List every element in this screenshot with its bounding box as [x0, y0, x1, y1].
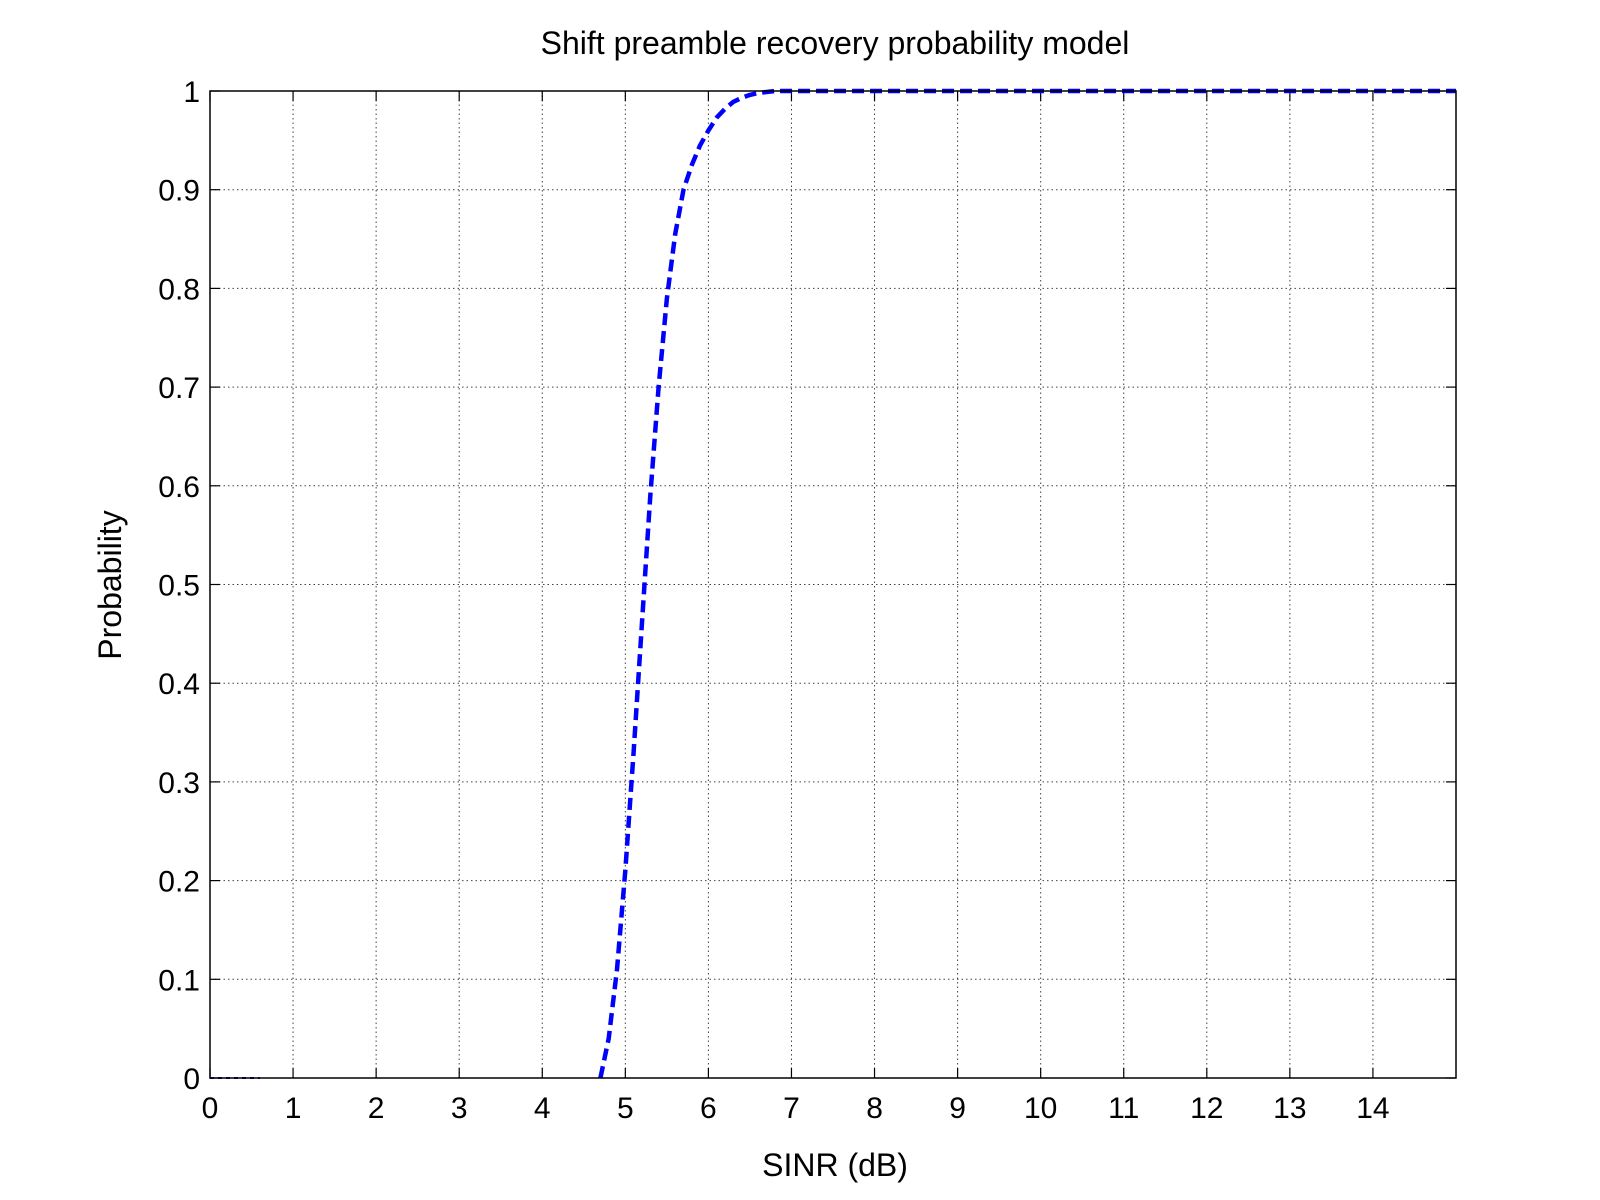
x-tick-label: 2	[368, 1092, 385, 1125]
x-tick-label: 9	[949, 1092, 966, 1125]
y-axis-label: Probability	[92, 510, 128, 659]
y-tick-label: 0.2	[158, 866, 200, 899]
y-tick-label: 0.1	[158, 964, 200, 997]
plot-frame	[209, 90, 1457, 1079]
x-tick-label: 7	[783, 1092, 800, 1125]
y-tick-label: 0.3	[158, 767, 200, 800]
x-tick-label: 11	[1108, 1092, 1139, 1125]
x-tick-label: 4	[534, 1092, 551, 1125]
y-tick-label: 0.8	[158, 273, 200, 306]
x-tick-labels: 0 1 2 3 4 5 6 7 8 9 10 11 12 13 14	[202, 1092, 1390, 1125]
plot-area	[210, 91, 1456, 1078]
x-tick-label: 6	[700, 1092, 717, 1125]
x-axis-label: SINR (dB)	[762, 1147, 908, 1183]
y-tick-label: 1	[183, 76, 200, 109]
x-tick-label: 14	[1356, 1092, 1389, 1125]
x-tick-label: 0	[202, 1092, 219, 1125]
x-tick-label: 8	[866, 1092, 883, 1125]
chart-title: Shift preamble recovery probability mode…	[541, 25, 1130, 61]
x-tick-label: 1	[285, 1092, 302, 1125]
x-tick-label: 3	[451, 1092, 468, 1125]
x-tick-label: 10	[1024, 1092, 1057, 1125]
y-tick-label: 0.7	[158, 372, 200, 405]
y-tick-label: 0.9	[158, 175, 200, 208]
y-tick-label: 0.4	[158, 668, 200, 701]
y-tick-label: 0.6	[158, 471, 200, 504]
x-tick-label: 13	[1273, 1092, 1306, 1125]
y-tick-label: 0.5	[158, 570, 200, 603]
series-line	[598, 88, 1456, 1079]
y-tick-labels: 0 0.1 0.2 0.3 0.4 0.5 0.6 0.7 0.8 0.9 1	[158, 76, 200, 1096]
y-tick-label: 0	[183, 1063, 200, 1096]
x-tick-label: 5	[617, 1092, 634, 1125]
x-tick-label: 12	[1190, 1092, 1223, 1125]
